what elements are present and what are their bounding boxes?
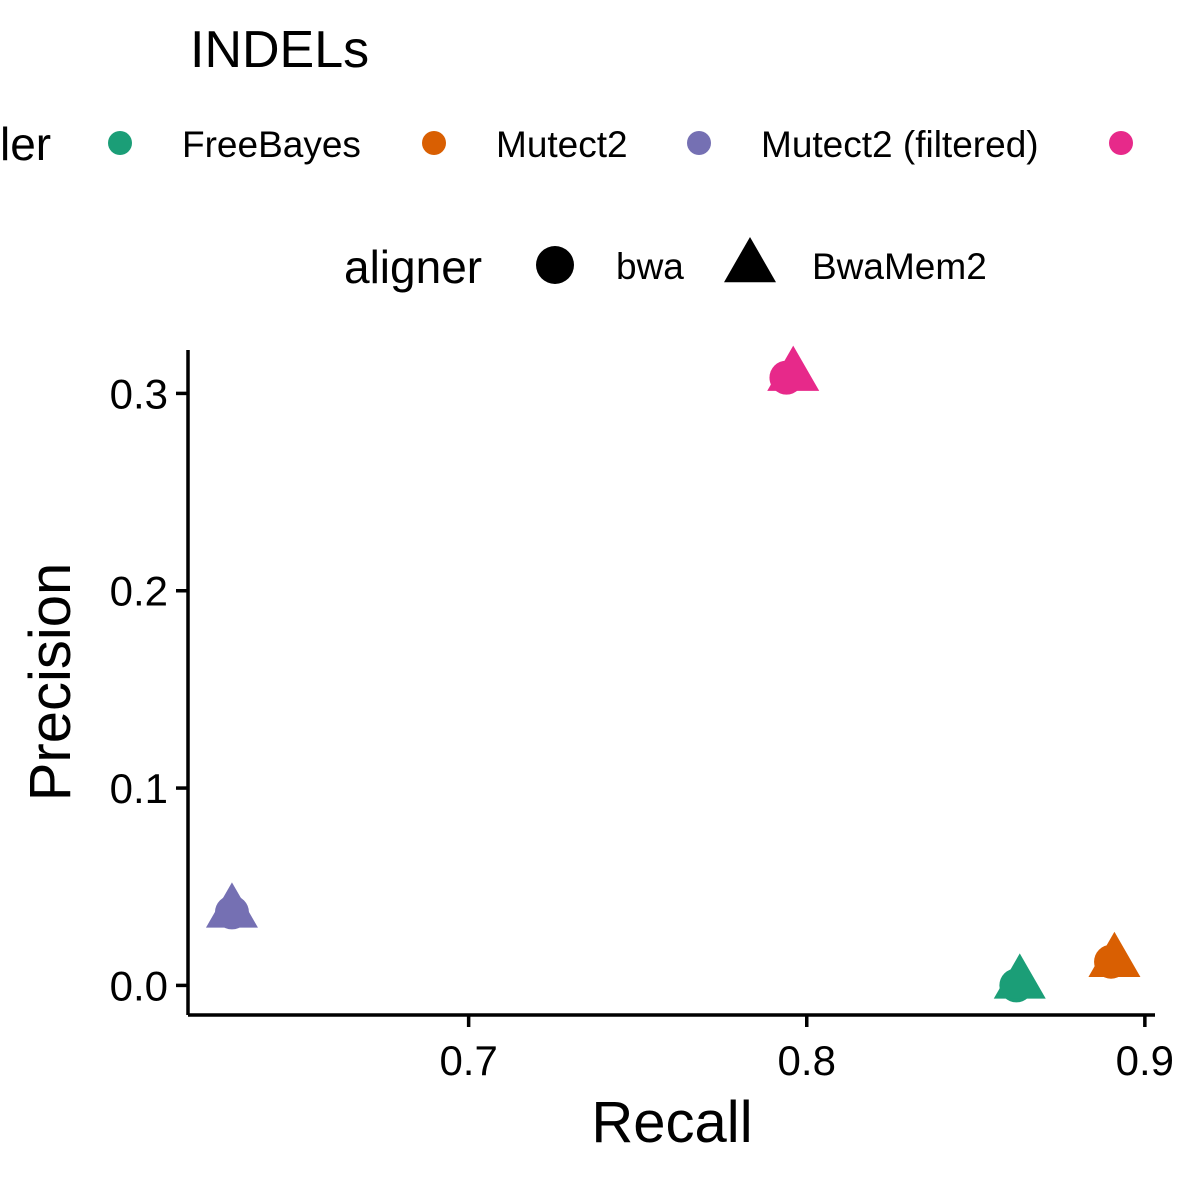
color-legend-title: ler: [0, 118, 51, 170]
plot-area: 0.0 0.1 0.2 0.3 0.7 0.8 0.9: [110, 345, 1174, 1084]
color-legend: ler FreeBayes Mutect2 Mutect2 (filtered): [0, 118, 1133, 170]
data-point-triangle: [993, 953, 1046, 999]
legend-shape-label: BwaMem2: [812, 246, 987, 287]
y-axis: 0.0 0.1 0.2 0.3: [110, 350, 190, 1015]
x-axis-title: Recall: [591, 1090, 752, 1155]
legend-triangle-key: [724, 236, 776, 283]
y-tick-label: 0.2: [110, 568, 168, 615]
legend-circle-key: [536, 246, 574, 284]
legend-color-key: [687, 131, 711, 155]
legend-color-label: FreeBayes: [182, 124, 361, 165]
data-point-triangle: [205, 882, 258, 928]
data-points: [205, 345, 1141, 1003]
legend-color-label: Mutect2 (filtered): [761, 124, 1039, 165]
y-tick-label: 0.0: [110, 962, 168, 1009]
legend-shape-label: bwa: [616, 246, 684, 287]
legend-color-key: [422, 131, 446, 155]
x-tick-label: 0.9: [1116, 1037, 1174, 1084]
shape-legend-title: aligner: [344, 241, 482, 293]
x-tick-label: 0.8: [778, 1037, 836, 1084]
data-point-triangle: [1088, 931, 1141, 977]
data-point-triangle: [767, 345, 820, 391]
legend-color-key: [1109, 131, 1133, 155]
shape-legend: aligner bwa BwaMem2: [344, 236, 987, 293]
y-tick-label: 0.1: [110, 765, 168, 812]
legend-color-key: [108, 131, 132, 155]
chart-title: INDELs: [190, 21, 369, 79]
y-tick-label: 0.3: [110, 370, 168, 417]
x-axis: 0.7 0.8 0.9: [188, 1013, 1174, 1084]
legend-color-label: Mutect2: [496, 124, 628, 165]
x-tick-label: 0.7: [439, 1037, 497, 1084]
y-axis-title: Precision: [18, 563, 83, 802]
